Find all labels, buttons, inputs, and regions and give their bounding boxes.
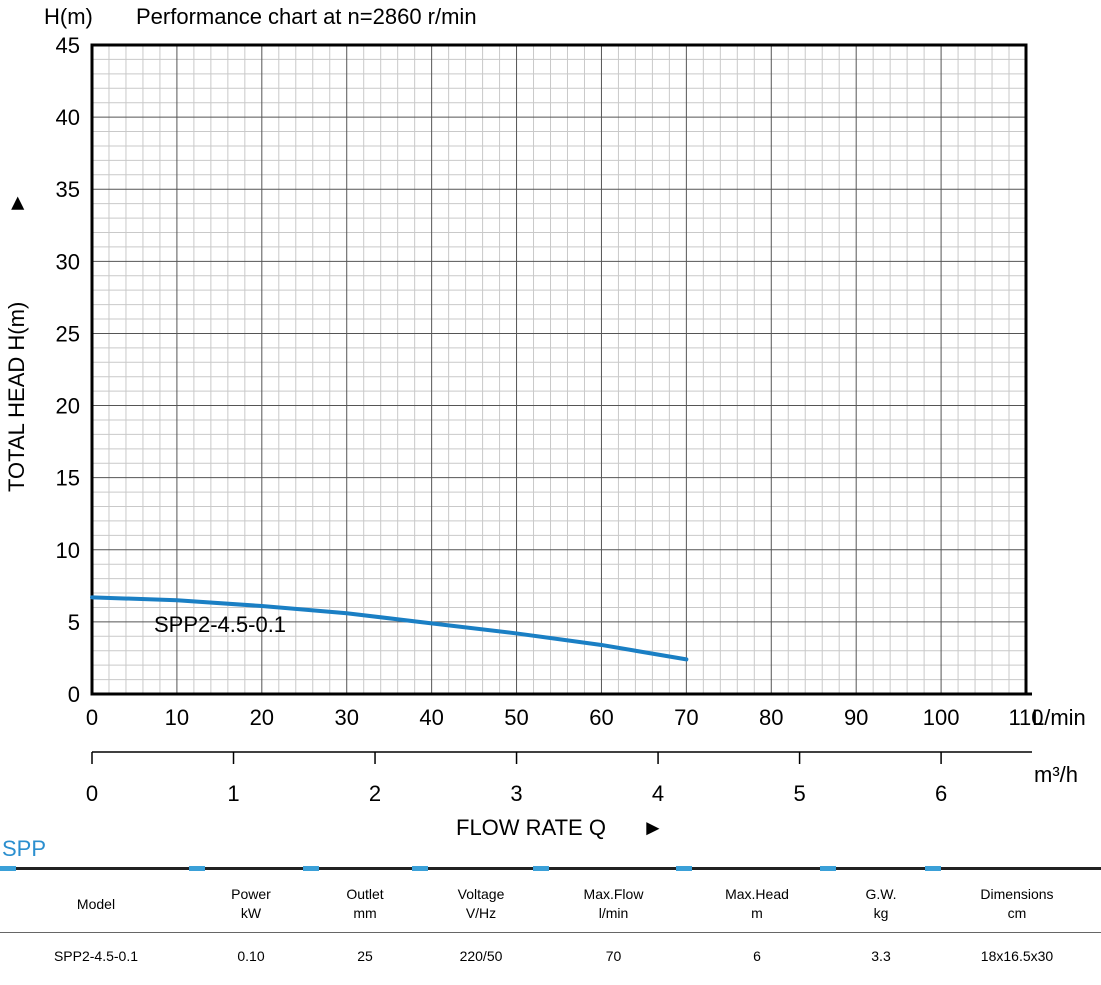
header-dimensions: Dimensions cm — [933, 876, 1101, 933]
spec-header-row: Model Power kW Outlet mm Voltage V/Hz Max.F… — [0, 876, 1101, 933]
y-axis-label: TOTAL HEAD H(m) — [4, 302, 29, 492]
y-tick-label: 25 — [56, 321, 80, 346]
y-axis-label-group: TOTAL HEAD H(m) ► — [4, 192, 29, 492]
series-title: SPP — [2, 836, 47, 861]
cell-max-flow: 70 — [605, 948, 622, 964]
y-tick-label: 15 — [56, 466, 80, 491]
y-tick-label: 0 — [68, 682, 80, 707]
header-max-flow: Max.Flow l/min — [542, 876, 685, 933]
y-tick-label: 5 — [68, 610, 80, 635]
header-outlet: Outlet mm — [310, 876, 420, 933]
secondary-tick-label: 0 — [86, 781, 98, 806]
x-unit-secondary: m³/h — [1034, 762, 1078, 787]
secondary-tick-label: 4 — [652, 781, 664, 806]
header-gw: G.W. kg — [829, 876, 933, 933]
secondary-x-axis: 0 1 2 3 4 5 6 — [86, 751, 1032, 806]
x-tick-label: 40 — [419, 705, 443, 730]
x-tick-label: 110 — [1008, 705, 1043, 730]
section-rule — [0, 867, 1101, 870]
cell-max-head: 6 — [753, 948, 761, 964]
y-axis-arrow: ► — [4, 192, 29, 214]
spec-table: Model Power kW Outlet mm Voltage V/Hz Max.F… — [0, 876, 1101, 979]
y-unit-label: H(m) — [44, 4, 93, 29]
rule-accent — [820, 866, 836, 871]
y-tick-label: 40 — [56, 105, 80, 130]
secondary-tick-label: 6 — [935, 781, 947, 806]
cell-power: 0.10 — [237, 948, 265, 964]
rule-accent — [412, 866, 428, 871]
x-tick-label: 90 — [844, 705, 868, 730]
header-power: Power kW — [192, 876, 310, 933]
x-tick-label: 60 — [589, 705, 613, 730]
header-max-head: Max.Head m — [685, 876, 829, 933]
y-tick-label: 20 — [56, 394, 80, 419]
cell-voltage: 220/50 — [459, 948, 503, 964]
cell-model: SPP2-4.5-0.1 — [53, 948, 139, 964]
header-model: Model — [0, 876, 192, 933]
x-tick-label: 20 — [250, 705, 274, 730]
rule-accent — [0, 866, 16, 871]
rule-accent — [676, 866, 692, 871]
x-axis-label: FLOW RATE Q — [456, 815, 606, 840]
y-tick-label: 35 — [56, 177, 80, 202]
minor-grid — [92, 45, 1026, 694]
secondary-tick-label: 1 — [227, 781, 239, 806]
plot-frame — [90, 43, 1028, 696]
header-voltage: Voltage V/Hz — [420, 876, 542, 933]
cell-dimensions: 18x16.5x30 — [980, 948, 1054, 964]
x-tick-label: 80 — [759, 705, 783, 730]
rule-accent — [533, 866, 549, 871]
y-tick-label: 45 — [56, 33, 80, 58]
table-row: SPP2-4.5-0.1 0.10 25 220/50 70 6 3.3 18x… — [0, 933, 1101, 980]
secondary-tick-label: 3 — [510, 781, 522, 806]
secondary-tick-label: 2 — [369, 781, 381, 806]
performance-curve — [90, 595, 689, 662]
y-tick-label: 30 — [56, 249, 80, 274]
x-tick-label: 100 — [923, 705, 960, 730]
rule-accent — [303, 866, 319, 871]
secondary-tick-label: 5 — [793, 781, 805, 806]
x-axis-arrow: ► — [642, 815, 664, 840]
x-tick-label: 0 — [86, 705, 98, 730]
chart-title: Performance chart at n=2860 r/min — [136, 4, 477, 29]
x-tick-label: 10 — [165, 705, 189, 730]
cell-gw: 3.3 — [871, 948, 891, 964]
curve-label: SPP2-4.5-0.1 — [154, 612, 286, 637]
rule-accent — [189, 866, 205, 871]
x-tick-labels-primary: 0 10 20 30 40 50 60 70 80 90 100 110 — [86, 705, 1044, 730]
x-tick-label: 70 — [674, 705, 698, 730]
major-grid — [91, 44, 1027, 695]
x-tick-label: 30 — [334, 705, 358, 730]
y-tick-label: 10 — [56, 538, 80, 563]
cell-outlet: 25 — [357, 948, 373, 964]
rule-accent — [925, 866, 941, 871]
x-unit-primary: L/min — [1032, 705, 1086, 730]
x-tick-label: 50 — [504, 705, 528, 730]
y-tick-labels: 0 5 10 15 20 25 30 35 40 45 — [56, 33, 80, 707]
